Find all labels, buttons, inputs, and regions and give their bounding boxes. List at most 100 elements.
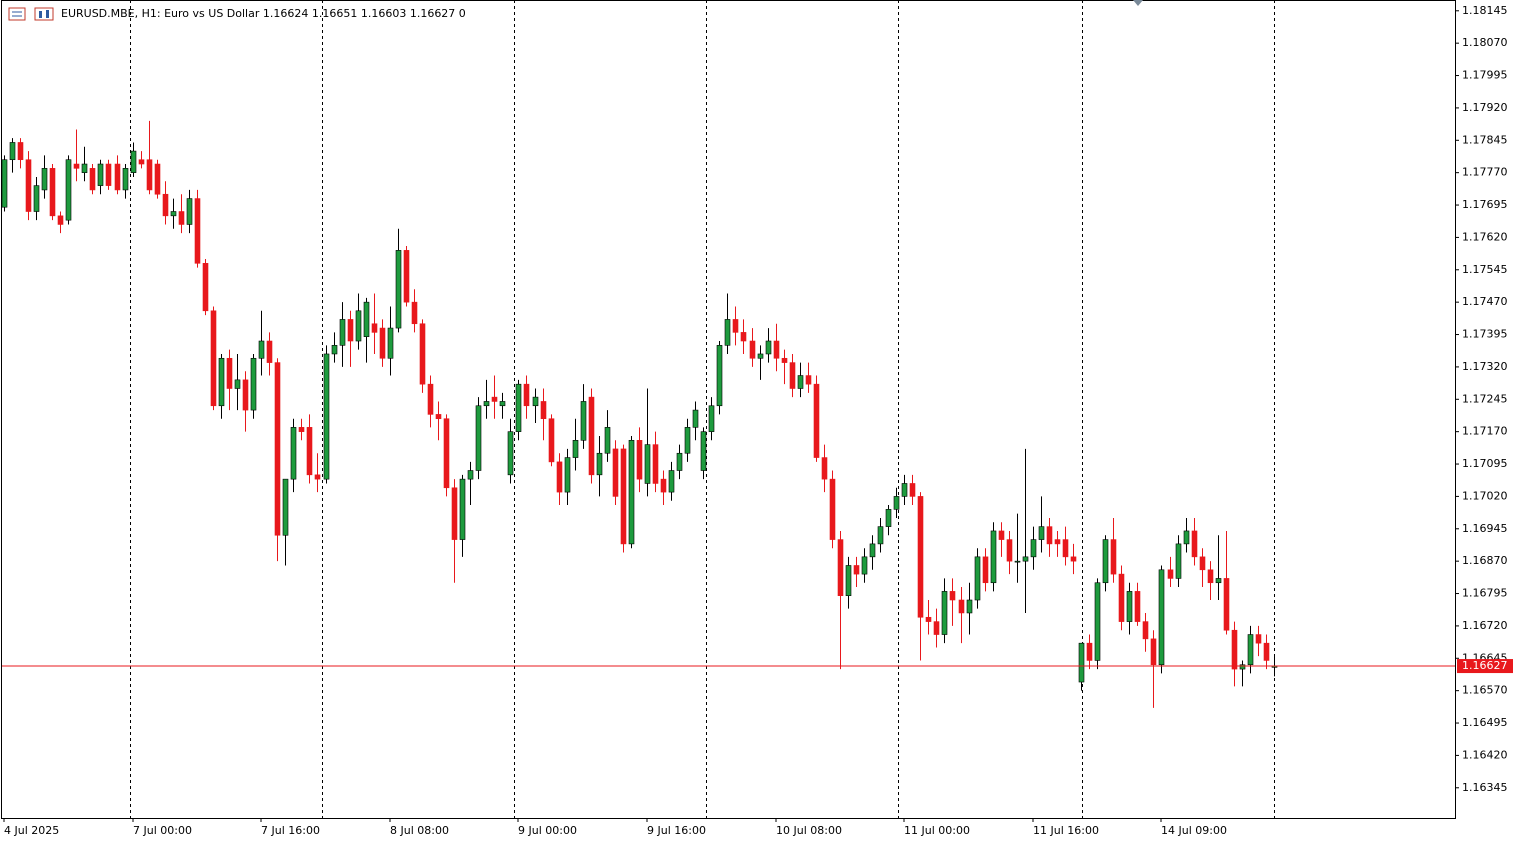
candle-body	[982, 556, 989, 584]
candle-body	[459, 478, 466, 540]
candle-body	[789, 362, 796, 389]
candle-body	[1038, 526, 1045, 540]
shift-marker[interactable]	[1133, 0, 1143, 6]
candle-body	[837, 539, 844, 596]
y-tick-label: 1.16570	[1462, 684, 1508, 697]
candle-body	[162, 193, 169, 217]
y-tick-label: 1.17320	[1462, 360, 1508, 373]
candle-body	[138, 159, 145, 165]
candle-body	[57, 215, 64, 225]
x-tick-label: 7 Jul 00:00	[133, 824, 192, 837]
candle-body	[1102, 539, 1109, 584]
x-tick-label: 11 Jul 16:00	[1033, 824, 1099, 837]
candle-body	[1054, 539, 1061, 545]
candle-body	[1231, 629, 1238, 670]
candle-body	[1086, 642, 1093, 661]
x-tick-label: 8 Jul 08:00	[390, 824, 449, 837]
chart-title: EURUSD.MBE, H1: Euro vs US Dollar 1.1662…	[61, 7, 466, 20]
candle-body	[274, 362, 281, 536]
candle-body	[17, 142, 24, 161]
candle-body	[1199, 556, 1206, 571]
candle-body	[644, 444, 651, 484]
candle-body	[1150, 638, 1157, 666]
candle-body	[282, 478, 289, 536]
candle-body	[122, 168, 129, 191]
candle-body	[427, 383, 434, 415]
candle-body	[1070, 556, 1077, 562]
candle-body	[797, 375, 804, 389]
candle-body	[363, 301, 370, 337]
y-tick-label: 1.16795	[1462, 587, 1508, 600]
candle-body	[202, 263, 209, 312]
candle-body	[491, 396, 498, 402]
candle-body	[1, 159, 8, 208]
y-tick-label: 1.17020	[1462, 489, 1508, 502]
candle-body	[853, 565, 860, 575]
y-tick-label: 1.17470	[1462, 295, 1508, 308]
candle-body	[781, 357, 788, 363]
candle-body	[1078, 642, 1085, 683]
candle-body	[347, 319, 354, 342]
candle-body	[958, 599, 965, 614]
candle-body	[596, 452, 603, 476]
plot-frame	[1, 0, 1456, 819]
menu-icon[interactable]	[8, 7, 26, 21]
chart-icon[interactable]	[34, 7, 54, 21]
y-tick-label: 1.17995	[1462, 69, 1508, 82]
candle-body	[403, 250, 410, 303]
candle-body	[1215, 578, 1222, 584]
y-tick-label: 1.16420	[1462, 748, 1508, 761]
candle-body	[170, 211, 177, 217]
x-tick-label: 9 Jul 00:00	[518, 824, 577, 837]
x-tick-label: 14 Jul 09:00	[1161, 824, 1227, 837]
candle-body	[97, 163, 104, 186]
candle-body	[700, 431, 707, 471]
y-tick-label: 1.16870	[1462, 554, 1508, 567]
candle-body	[1247, 634, 1254, 666]
candle-body	[178, 211, 185, 225]
candle-body	[218, 357, 225, 407]
candle-body	[1191, 530, 1198, 558]
candle-body	[419, 323, 426, 385]
candle-body	[1022, 556, 1029, 562]
candle-body	[909, 483, 916, 497]
icon-bar	[39, 11, 42, 18]
price-label: 1.16627	[1462, 659, 1508, 672]
y-tick-label: 1.18070	[1462, 36, 1508, 49]
y-tick-label: 1.17245	[1462, 392, 1508, 405]
y-tick-label: 1.16345	[1462, 781, 1508, 794]
candle-body	[1255, 634, 1262, 644]
candle-body	[515, 383, 522, 432]
x-tick-label: 11 Jul 00:00	[904, 824, 970, 837]
candle-body	[668, 470, 675, 493]
candle-body	[81, 163, 88, 173]
candle-body	[990, 530, 997, 584]
candle-body	[339, 319, 346, 346]
candle-body	[323, 353, 330, 480]
candle-body	[387, 327, 394, 359]
candle-body	[805, 375, 812, 385]
candle-body	[250, 357, 257, 411]
y-tick-label: 1.16495	[1462, 716, 1508, 729]
candle-body	[298, 427, 305, 432]
icon-bar	[46, 10, 49, 18]
candle-body	[829, 478, 836, 540]
candle-body	[33, 185, 40, 212]
candle-body	[1118, 573, 1125, 622]
y-tick-label: 1.17845	[1462, 133, 1508, 146]
y-tick-label: 1.16720	[1462, 619, 1508, 632]
x-tick-label: 4 Jul 2025	[4, 824, 59, 837]
candle-body	[1263, 642, 1270, 661]
candle-body	[548, 418, 555, 463]
candle-body	[773, 340, 780, 359]
candle-body	[154, 163, 161, 195]
candle-body	[435, 414, 442, 420]
x-tick-label: 7 Jul 16:00	[261, 824, 320, 837]
header-icons	[8, 7, 54, 21]
y-tick-label: 1.17395	[1462, 328, 1508, 341]
candle-body	[186, 198, 193, 225]
candle-body	[580, 401, 587, 441]
candle-body	[331, 345, 338, 355]
